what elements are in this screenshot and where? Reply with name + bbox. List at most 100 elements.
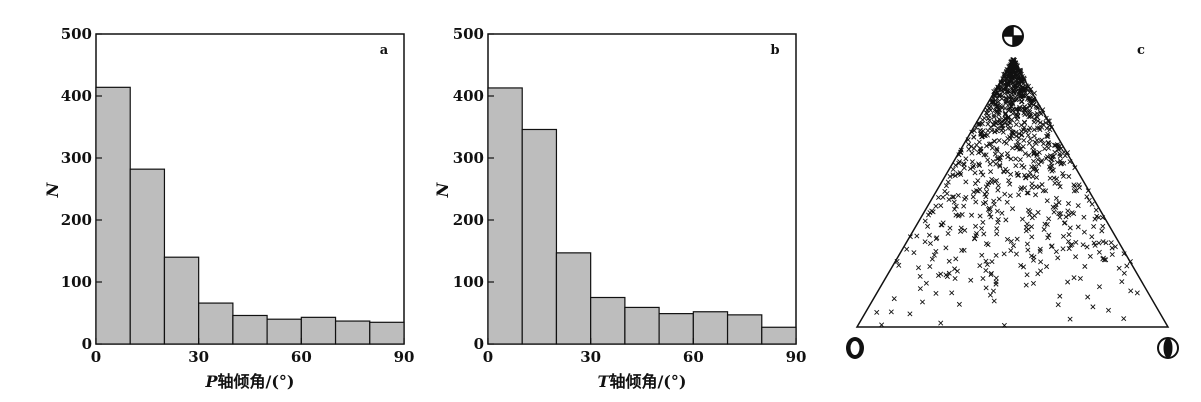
ternary-point-147 [1057,214,1063,220]
ternary-point-752 [1004,236,1010,242]
ternary-point-883 [972,170,978,176]
ternary-point-527 [1057,184,1063,190]
strike-slip-beachball-icon [1002,25,1024,47]
ternary-point-764 [1096,249,1102,255]
ternary-point-130 [979,252,985,258]
ternary-point-31 [922,218,928,224]
ternary-point-930 [1019,132,1025,138]
ternary-point-183 [933,203,939,209]
ternary-point-901 [1022,172,1028,178]
ternary-point-523 [1054,159,1060,165]
ternary-point-0 [879,322,885,328]
ytick-label-b-0: 0 [474,335,484,353]
bar-b-1 [521,128,558,345]
ternary-point-806 [1038,268,1044,274]
ternary-point-125 [995,183,1001,189]
ternary-point-798 [986,180,992,186]
ternary-point-829 [1082,263,1088,269]
x-axis-label-b-rest: 轴倾角/(°) [609,372,686,391]
ternary-point-498 [1051,142,1057,148]
ternary-point-264 [980,172,986,178]
ternary-point-820 [951,194,957,200]
ternary-point-194 [1024,272,1030,278]
ternary-point-569 [994,208,1000,214]
ternary-point-473 [970,194,976,200]
ternary-point-931 [967,166,973,172]
ternary-point-790 [1009,86,1015,92]
ternary-point-708 [1013,251,1019,257]
ternary-point-716 [990,95,996,101]
ternary-point-785 [988,270,994,276]
ytick-label-a-1: 100 [61,273,92,291]
ternary-point-742 [907,311,913,317]
ternary-point-166 [1041,226,1047,232]
ternary-point-542 [1121,251,1127,257]
ternary-point-606 [994,226,1000,232]
ternary-point-377 [1051,209,1057,215]
ternary-point-176 [1096,240,1102,246]
ternary-point-857 [1021,75,1027,81]
ternary-point-617 [1008,238,1014,244]
bar-b-0 [487,87,523,345]
ternary-point-704 [976,161,982,167]
ternary-point-226 [968,277,974,283]
ternary-point-365 [1052,180,1058,186]
ternary-point-910 [991,138,997,144]
ternary-point-732 [1036,184,1042,190]
bar-a-8 [369,321,405,345]
ternary-point-809 [1071,182,1077,188]
ternary-point-490 [1057,151,1063,157]
ternary-point-907 [1047,175,1053,181]
bar-a-6 [300,316,337,345]
ternary-point-881 [1040,141,1047,147]
ternary-point-592 [1043,155,1049,162]
ternary-point-547 [1008,156,1014,162]
ternary-point-282 [1034,174,1040,180]
ternary-point-452 [1105,307,1111,313]
ternary-point-255 [1085,294,1091,300]
ternary-point-430 [1029,234,1035,240]
ternary-point-311 [914,233,920,239]
ternary-point-190 [946,270,952,276]
ternary-point-688 [985,157,991,163]
ternary-point-771 [1116,265,1122,271]
ternary-point-782 [984,111,990,117]
ternary-point-358 [993,281,999,287]
ternary-point-132 [1073,239,1079,245]
ternary-point-505 [1071,188,1077,194]
ternary-point-768 [934,235,940,241]
normal-ball-core [1163,338,1173,358]
ternary-point-944 [1012,75,1018,81]
ternary-point-137 [1053,249,1059,255]
ternary-point-703 [907,234,913,240]
ternary-point-62 [1031,158,1037,164]
ternary-point-41 [1046,216,1052,222]
ternary-point-739 [1002,120,1008,126]
ternary-point-795 [995,216,1001,223]
ternary-point-561 [1071,275,1077,281]
ternary-point-935 [1059,160,1065,166]
ternary-point-543 [1027,136,1033,142]
ternary-point-367 [1061,220,1067,226]
ternary-point-554 [1033,140,1039,146]
ternary-point-800 [1039,124,1045,130]
ternary-point-879 [973,233,979,239]
bars-b [487,87,797,345]
ternary-point-714 [1108,240,1114,246]
ternary-point-874 [1029,184,1035,190]
ternary-point-612 [980,219,986,225]
ternary-point-670 [972,236,978,242]
ternary-point-420 [1014,106,1020,112]
ternary-point-231 [984,189,990,195]
bars-a [95,86,405,345]
ternary-point-87 [1056,200,1062,206]
ternary-point-937 [978,131,984,137]
ternary-point-70 [1066,173,1072,179]
ternary-point-918 [1003,115,1009,121]
ternary-point-451 [1009,145,1015,151]
ternary-point-568 [946,258,952,264]
ternary-point-423 [1112,244,1118,250]
ternary-point-873 [1005,125,1011,131]
ternary-point-652 [945,179,951,185]
ternary-point-642 [983,241,989,247]
